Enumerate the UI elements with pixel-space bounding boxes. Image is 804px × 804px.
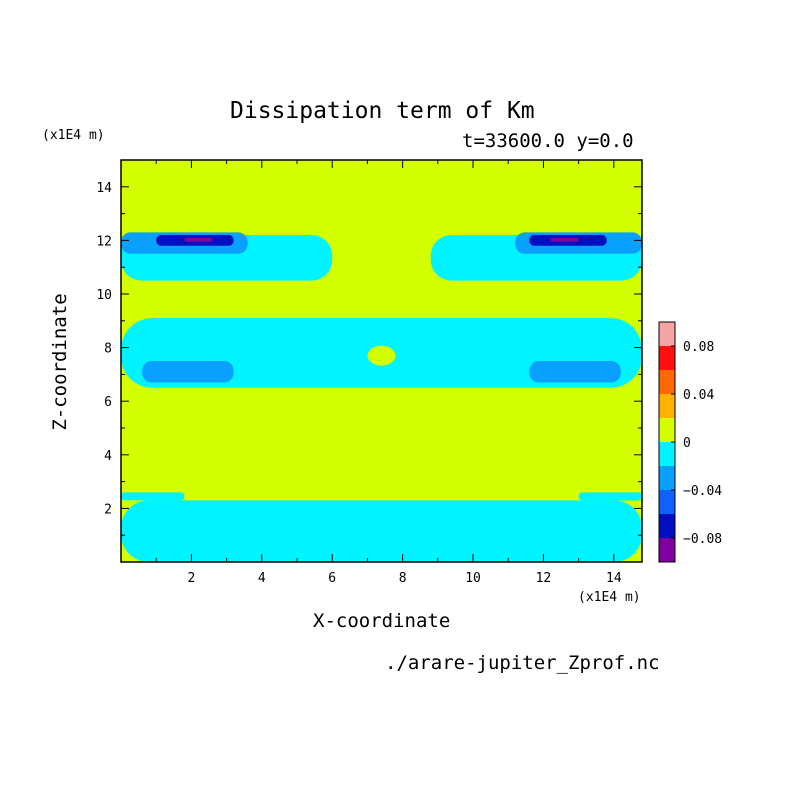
colorbar-swatch — [659, 394, 675, 418]
contour-region-13 — [550, 237, 579, 242]
colorbar-tick-label: 0 — [683, 436, 691, 451]
y-axis-label: Z-coordinate — [49, 293, 71, 431]
y-tick-label: 2 — [104, 502, 112, 517]
x-tick-label: 12 — [536, 571, 552, 586]
y-tick-label: 8 — [104, 342, 112, 357]
colorbar-swatch — [659, 490, 675, 514]
source-file-label: ./arare-jupiter_Zprof.nc — [385, 652, 660, 674]
z-axis-unit: (x1E4 m) — [42, 128, 105, 143]
contour-fill-layer — [121, 160, 642, 562]
x-axis-label: X-coordinate — [313, 610, 451, 632]
colorbar-swatch — [659, 514, 675, 538]
contour-region-0 — [121, 500, 642, 562]
y-tick-label: 10 — [96, 288, 112, 303]
contour-region-5 — [529, 361, 621, 383]
contour-region-1 — [121, 492, 185, 501]
colorbar-swatch — [659, 346, 675, 370]
colorbar-swatch — [659, 466, 675, 490]
chart-subtitle: t=33600.0 y=0.0 — [462, 130, 634, 152]
x-axis: 2 4 6 8 10 12 14 — [155, 160, 622, 586]
colorbar-swatch — [659, 418, 675, 442]
x-tick-label: 4 — [258, 571, 266, 586]
colorbar: 0.08 0.04 0 −0.04 −0.08 — [658, 321, 722, 563]
y-tick-label: 12 — [96, 234, 112, 249]
colorbar-swatch — [659, 442, 675, 466]
x-axis-unit: (x1E4 m) — [578, 590, 641, 605]
contour-region-12 — [184, 237, 213, 242]
y-tick-label: 4 — [104, 449, 112, 464]
x-tick-label: 2 — [187, 571, 195, 586]
x-tick-label: 10 — [465, 571, 481, 586]
colorbar-swatch — [659, 370, 675, 394]
colorbar-tick-label: −0.08 — [683, 532, 722, 547]
y-axis: 2 4 6 8 10 12 14 — [96, 159, 642, 536]
colorbar-swatch — [659, 322, 675, 346]
y-tick-label: 14 — [96, 181, 112, 196]
contour-island — [367, 345, 396, 366]
contour-region-2 — [578, 492, 642, 501]
y-tick-label: 6 — [104, 395, 112, 410]
colorbar-tick-label: 0.08 — [683, 340, 714, 355]
colorbar-tick-label: −0.04 — [683, 484, 722, 499]
contour-region-4 — [142, 361, 234, 383]
x-tick-label: 14 — [606, 571, 622, 586]
plot-frame — [120, 159, 643, 563]
chart-title: Dissipation term of Km — [230, 98, 535, 124]
x-tick-label: 6 — [328, 571, 336, 586]
colorbar-tick-label: 0.04 — [683, 388, 714, 403]
x-tick-label: 8 — [399, 571, 407, 586]
colorbar-swatch — [659, 538, 675, 562]
